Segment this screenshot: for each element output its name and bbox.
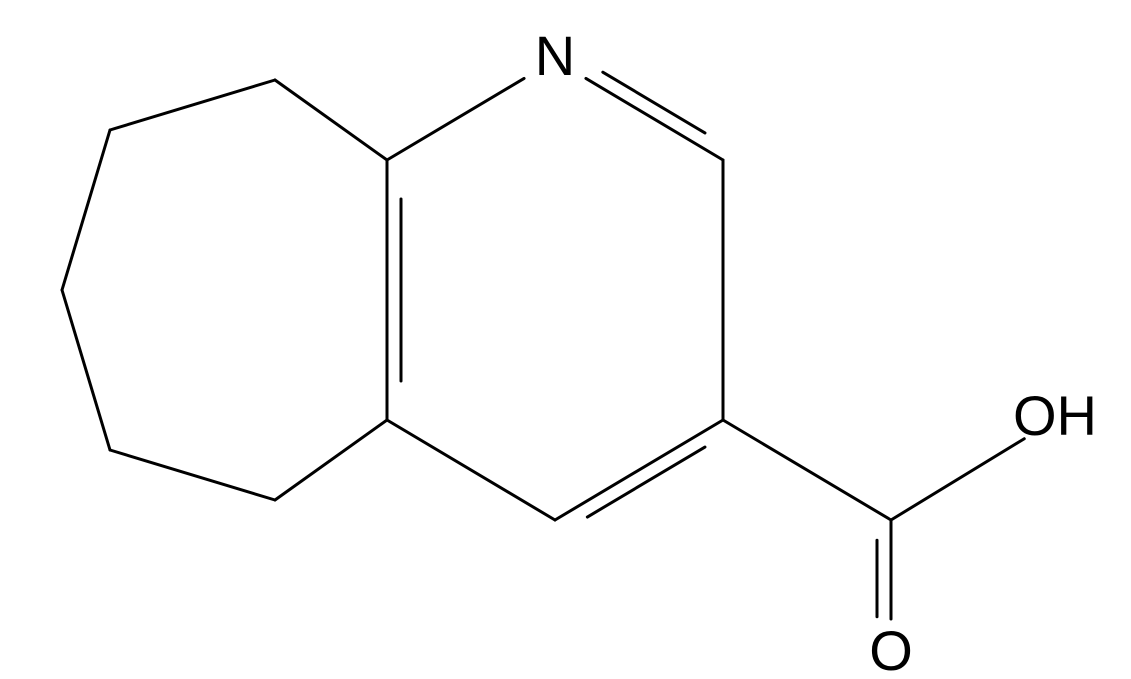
atom-label-o: OH [1013,384,1097,447]
molecule-diagram: N O OH [0,0,1131,679]
molecule-svg: N O OH [0,0,1131,679]
atom-label-n: N [535,24,575,87]
atom-label-o: O [869,619,913,679]
